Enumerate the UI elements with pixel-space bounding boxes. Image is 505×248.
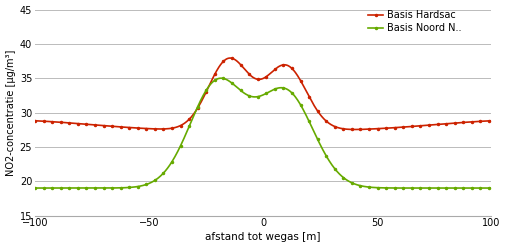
Basis Hardsac [309, 101, 315, 104]
Y-axis label: NO2-concentratie [µg/m³]: NO2-concentratie [µg/m³] [6, 49, 16, 176]
Line: Basis Noord N..: Basis Noord N.. [34, 77, 491, 189]
Basis Noord N.. [323, 155, 329, 157]
Basis Noord N.. [60, 186, 66, 189]
Line: Basis Hardsac: Basis Hardsac [34, 57, 491, 130]
X-axis label: afstand tot wegas [m]: afstand tot wegas [m] [205, 232, 320, 243]
Legend: Basis Hardsac, Basis Noord N..: Basis Hardsac, Basis Noord N.. [368, 10, 461, 33]
Basis Noord N.. [218, 77, 224, 80]
Basis Noord N.. [378, 186, 384, 189]
Basis Noord N.. [297, 103, 303, 106]
Basis Hardsac [32, 119, 38, 122]
Basis Hardsac [323, 120, 329, 123]
Basis Hardsac [425, 124, 431, 127]
Basis Hardsac [351, 128, 357, 131]
Basis Noord N.. [487, 186, 493, 189]
Basis Noord N.. [425, 186, 431, 189]
Basis Noord N.. [309, 127, 315, 130]
Basis Hardsac [378, 127, 384, 130]
Basis Noord N.. [32, 186, 38, 189]
Basis Hardsac [487, 119, 493, 122]
Basis Hardsac [297, 79, 303, 82]
Basis Hardsac [60, 121, 66, 124]
Basis Hardsac [227, 57, 233, 60]
